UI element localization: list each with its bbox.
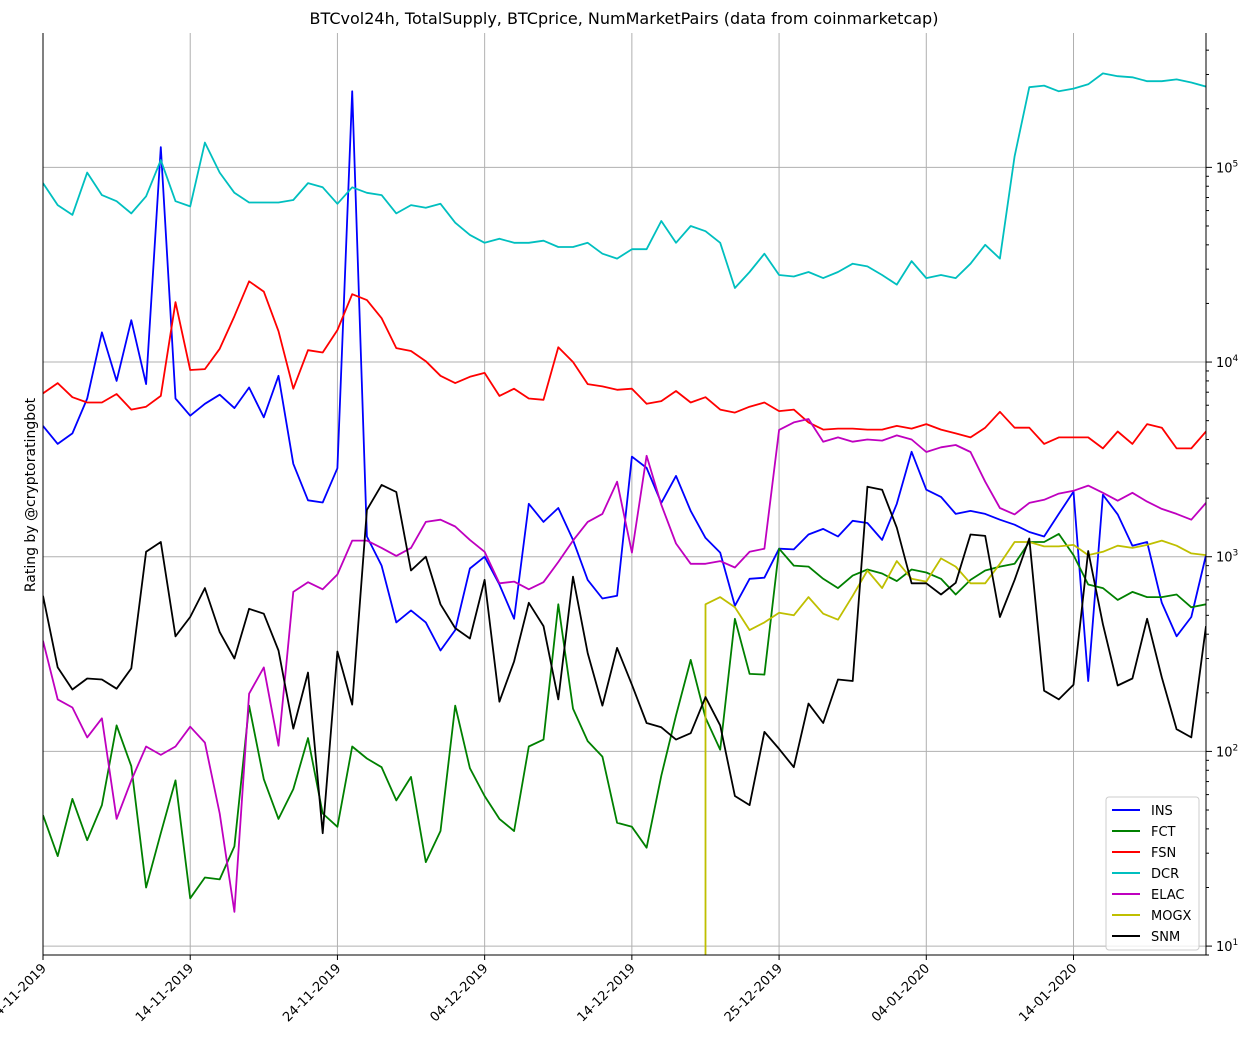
x-tick-label: 04-01-2020 [869,961,933,1025]
y-tick-exponent: 4 [1233,354,1239,364]
legend: INS FCT FSN DCR ELAC MOGX SNM [1105,796,1200,951]
axes: 04-11-2019 14-11-2019 24-11-2019 04-12-2019… [0,33,1239,1025]
series-line-snm [43,484,1206,835]
series-line-fsn [43,280,1206,450]
y-tick-exponent: 5 [1233,159,1239,169]
y-tick-exponent: 2 [1233,743,1239,753]
series-line-mogx [704,539,1206,955]
grid [42,33,1206,955]
x-tick-label: 14-11-2019 [133,961,197,1025]
y-tick-exponent: 3 [1233,549,1239,559]
legend-label-fct: FCT [1151,825,1176,840]
y-tick-base: 10 [1216,745,1233,760]
x-tick-label: 25-12-2019 [722,961,786,1025]
legend-box [1105,796,1200,951]
legend-label-fsn: FSN [1151,846,1176,861]
y-tick-base: 10 [1216,940,1233,955]
y-tick-label: 103 [1216,549,1238,566]
series-line-elac [43,418,1206,913]
y-tick-label: 101 [1216,938,1238,955]
x-tick-label: 04-11-2019 [0,961,50,1025]
series-line-dcr [43,72,1206,289]
series-line-fct [43,533,1206,900]
legend-label-ins: INS [1151,804,1173,819]
legend-label-elac: ELAC [1151,888,1185,903]
legend-label-snm: SNM [1151,930,1180,945]
x-tick-label: 14-12-2019 [575,961,639,1025]
plot-area [43,72,1206,955]
y-tick-base: 10 [1216,356,1233,371]
y-tick-label: 102 [1216,743,1238,760]
y-tick-label: 105 [1216,159,1238,176]
chart-title: BTCvol24h, TotalSupply, BTCprice, NumMar… [310,9,939,28]
y-tick-label: 104 [1216,354,1239,371]
x-tick-label: 04-12-2019 [427,961,491,1025]
y-tick-base: 10 [1216,551,1233,566]
y-tick-exponent: 1 [1233,938,1239,948]
y-tick-base: 10 [1216,161,1233,176]
x-tick-label: 14-01-2020 [1016,961,1080,1025]
series-line-ins [43,90,1206,682]
legend-label-mogx: MOGX [1151,909,1192,924]
y-axis-label: Rating by @cryptoratingbot [23,397,39,592]
x-tick-label: 24-11-2019 [280,961,344,1025]
legend-label-dcr: DCR [1151,867,1179,882]
